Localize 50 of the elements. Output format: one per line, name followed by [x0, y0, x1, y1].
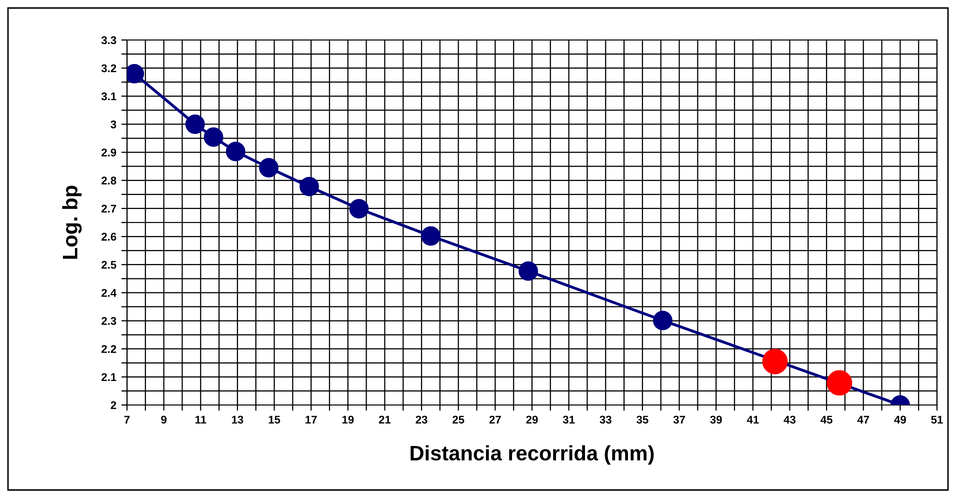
y-tick-label: 2.4	[102, 288, 117, 297]
y-tick-label: 2.9	[102, 148, 116, 156]
x-tick-label: 31	[562, 416, 575, 424]
point	[259, 158, 278, 178]
x-tick-label: 29	[526, 416, 538, 424]
y-tick-label: 2.3	[102, 317, 116, 325]
point	[826, 370, 852, 396]
x-tick-label: 17	[306, 416, 317, 424]
x-tick-label: 39	[710, 416, 722, 424]
point	[518, 261, 538, 281]
point	[762, 348, 788, 374]
y-tick-label: 2.8	[102, 176, 116, 185]
y-tick-label: 2.5	[102, 260, 116, 269]
x-tick-label: 7	[124, 416, 130, 424]
x-tick-label: 45	[820, 416, 832, 424]
point	[185, 114, 205, 134]
y-tick-label: 3.2	[101, 64, 116, 72]
y-tick-label: 2	[110, 401, 116, 410]
x-tick-label: 25	[452, 416, 464, 424]
point	[652, 310, 672, 330]
x-tick-label: 51	[931, 416, 943, 424]
x-tick-label: 27	[489, 416, 501, 424]
y-tick-label: 2.1	[102, 373, 116, 381]
x-tick-label: 21	[378, 416, 391, 424]
x-tick-label: 37	[673, 416, 685, 424]
x-tick-label: 35	[636, 416, 648, 424]
point	[204, 127, 224, 147]
y-tick-label: 3	[110, 120, 116, 128]
x-tick-label: 41	[746, 416, 759, 424]
y-tick-label: 2.7	[102, 204, 116, 212]
x-axis-title: Distancia recorrida (mm)	[410, 445, 654, 465]
x-tick-label: 23	[416, 416, 428, 424]
y-axis-title: Log. bp	[62, 186, 82, 259]
x-tick-label: 13	[232, 416, 244, 424]
y-tick-label: 2.2	[102, 345, 116, 353]
x-tick-label: 15	[268, 416, 280, 424]
x-tick-label: 19	[342, 416, 354, 424]
x-tick-label: 47	[857, 416, 870, 424]
y-tick-label: 3.1	[101, 92, 116, 100]
x-tick-label: 9	[161, 416, 166, 424]
x-tick-label: 33	[600, 416, 612, 424]
point	[421, 226, 440, 246]
point	[300, 176, 319, 196]
point	[226, 142, 246, 162]
x-tick-label: 43	[784, 416, 796, 424]
point	[349, 199, 369, 218]
x-tick-label: 49	[894, 416, 906, 424]
y-tick-label: 2.6	[102, 232, 116, 241]
x-tick-label: 11	[195, 416, 206, 424]
y-tick-label: 3.3	[101, 36, 116, 44]
